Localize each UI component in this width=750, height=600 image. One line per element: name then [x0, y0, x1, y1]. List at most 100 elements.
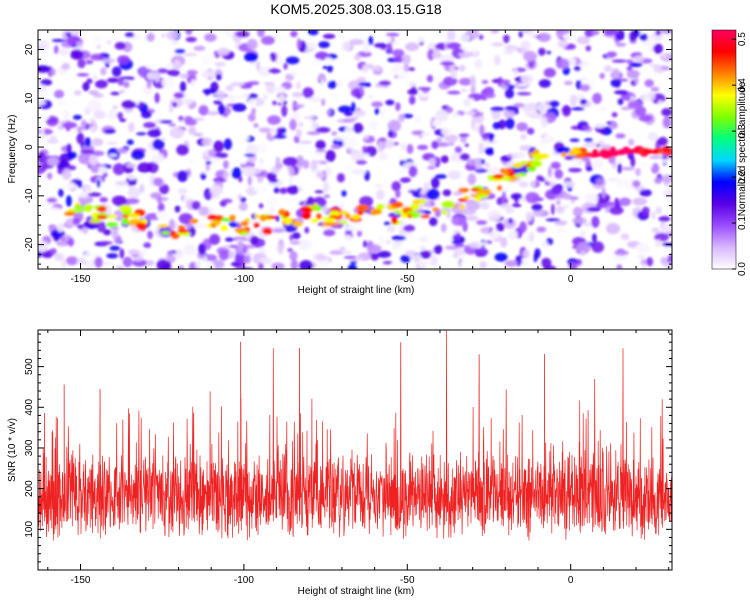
noise-blob [511, 151, 526, 159]
noise-blob [568, 167, 582, 173]
noise-blob [576, 242, 591, 254]
trace-blob [459, 204, 465, 211]
noise-blob [272, 134, 287, 139]
y-tick-label: 0 [24, 144, 35, 150]
noise-blob [326, 65, 333, 73]
noise-blob [617, 163, 622, 174]
noise-blob [368, 35, 374, 46]
noise-blob [146, 71, 158, 81]
noise-blob [266, 172, 277, 181]
noise-blob [287, 248, 293, 252]
noise-blob [490, 106, 505, 112]
noise-blob [147, 230, 154, 240]
noise-blob [504, 106, 519, 111]
x-tick-label: -150 [70, 575, 90, 586]
noise-blob [316, 254, 325, 261]
noise-blob [311, 119, 318, 131]
noise-blob [377, 141, 384, 153]
noise-blob [66, 143, 72, 155]
noise-blob [481, 92, 496, 99]
trace-blob [278, 209, 286, 216]
noise-blob [494, 252, 508, 262]
noise-blob [584, 193, 599, 204]
noise-blob [289, 118, 297, 131]
noise-blob [611, 59, 627, 63]
noise-blob [342, 118, 356, 123]
noise-blob [238, 202, 248, 211]
noise-blob [83, 251, 94, 262]
noise-blob [146, 79, 152, 89]
noise-blob [139, 174, 154, 178]
noise-blob [556, 136, 563, 144]
noise-blob [251, 107, 256, 115]
trace-blob [301, 212, 311, 220]
noise-blob [215, 152, 228, 159]
noise-blob [649, 155, 663, 159]
noise-blob [106, 40, 112, 44]
noise-blob [440, 61, 455, 66]
noise-blob [186, 69, 198, 76]
noise-blob [516, 122, 528, 132]
noise-blob [662, 116, 672, 129]
noise-blob [351, 101, 356, 114]
trace-blob [292, 220, 303, 227]
trace-blob [572, 150, 582, 154]
trace-blob [441, 201, 455, 209]
noise-blob [644, 79, 654, 88]
trace-blob [328, 210, 340, 217]
noise-blob [179, 81, 187, 93]
noise-blob [395, 102, 401, 112]
noise-blob [642, 264, 647, 269]
noise-blob [119, 89, 125, 94]
noise-blob [92, 93, 104, 98]
noise-blob [221, 198, 233, 204]
noise-blob [632, 197, 648, 206]
noise-blob [401, 233, 416, 244]
noise-blob [518, 181, 529, 188]
noise-blob [584, 138, 593, 143]
noise-blob [657, 136, 668, 146]
noise-blob [363, 135, 369, 140]
noise-blob [247, 113, 256, 122]
noise-blob [119, 118, 127, 122]
trace-blob [177, 229, 189, 233]
noise-blob [556, 58, 570, 69]
noise-blob [247, 93, 258, 100]
noise-blob [551, 184, 562, 196]
noise-blob [635, 137, 642, 143]
noise-blob [96, 44, 101, 49]
noise-blob [518, 30, 523, 38]
noise-blob [223, 171, 228, 181]
noise-blob [599, 106, 606, 112]
noise-blob [109, 245, 121, 251]
noise-blob [402, 155, 408, 161]
noise-blob [253, 185, 268, 193]
noise-blob [610, 78, 622, 88]
noise-blob [633, 55, 645, 62]
noise-blob [606, 51, 617, 58]
noise-blob [640, 258, 648, 266]
noise-blob [430, 177, 440, 189]
noise-blob [308, 96, 322, 103]
trace-blob [189, 218, 199, 224]
noise-blob [556, 228, 567, 233]
trace-blob [73, 205, 85, 210]
colorbar-strip [711, 29, 737, 270]
trace-blob [127, 213, 140, 218]
noise-blob [100, 261, 114, 266]
noise-blob [100, 67, 107, 76]
noise-blob [318, 74, 326, 82]
noise-blob [168, 104, 174, 113]
noise-blob [498, 79, 511, 85]
noise-blob [277, 243, 284, 255]
noise-blob [341, 250, 352, 255]
noise-blob [174, 48, 186, 54]
noise-blob [654, 177, 663, 184]
noise-blob [65, 256, 79, 266]
noise-blob [576, 36, 591, 45]
trace-peak-blob [629, 148, 639, 153]
noise-blob [576, 259, 582, 266]
noise-blob [489, 264, 500, 269]
noise-blob [516, 92, 532, 96]
noise-blob [563, 204, 570, 209]
